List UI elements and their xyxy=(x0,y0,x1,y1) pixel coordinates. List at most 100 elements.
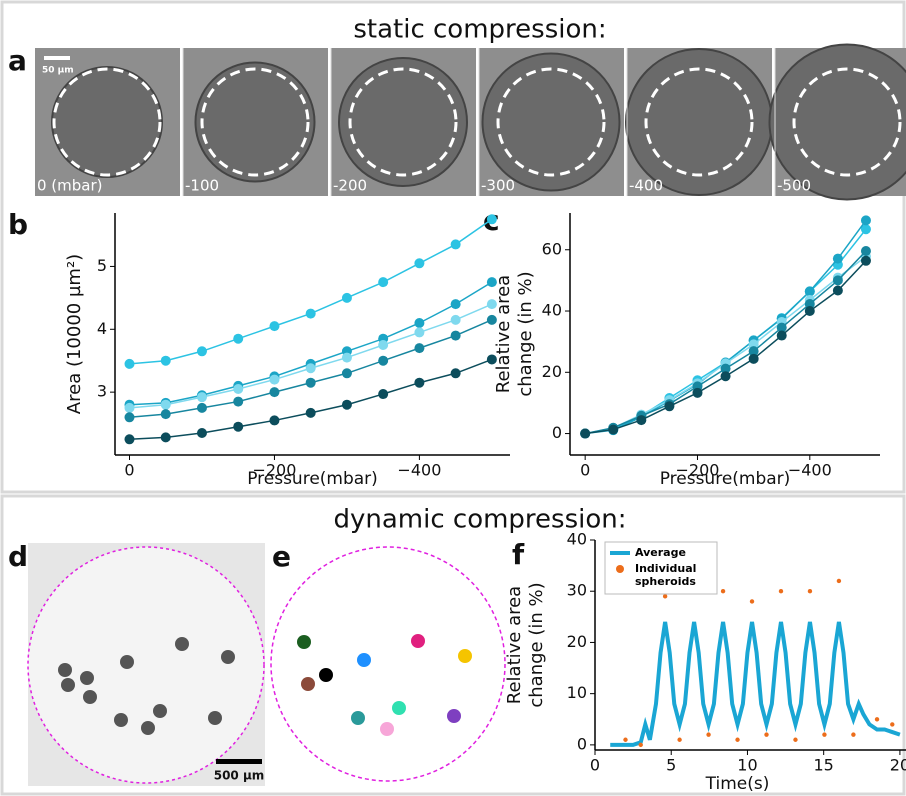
marker xyxy=(486,214,497,225)
marker xyxy=(160,432,171,443)
marker xyxy=(341,352,352,363)
marker xyxy=(608,424,619,435)
series-line xyxy=(585,260,867,435)
frame-label: 0 (mbar) xyxy=(37,177,103,195)
marker xyxy=(636,415,647,426)
dynamic-frame xyxy=(0,494,906,796)
marker xyxy=(860,215,871,226)
marker xyxy=(233,384,244,394)
marker xyxy=(196,392,207,403)
scale-label: 50 µm xyxy=(42,66,74,76)
y-tick-label: 3 xyxy=(97,382,107,401)
marker xyxy=(341,399,352,410)
marker xyxy=(450,330,461,341)
marker xyxy=(414,327,425,338)
marker xyxy=(836,578,842,584)
x-tick-label: −400 xyxy=(788,461,832,480)
panel-label: a xyxy=(8,44,27,77)
outline xyxy=(348,67,458,177)
legend-label: Individual spheroids xyxy=(635,562,697,588)
x-tick-label: 10 xyxy=(737,756,757,775)
marker xyxy=(748,353,759,364)
segmented-spheroid xyxy=(447,709,461,723)
marker xyxy=(832,275,843,286)
marker xyxy=(874,717,880,722)
scale-bar xyxy=(216,759,262,764)
spheroid xyxy=(51,66,163,178)
marker xyxy=(414,343,425,354)
outline xyxy=(496,67,606,177)
marker xyxy=(269,387,280,398)
series-line xyxy=(585,255,867,435)
y-axis-label: Area (10000 µm²) xyxy=(64,254,85,414)
spheroid xyxy=(141,721,155,735)
marker xyxy=(124,402,135,413)
marker xyxy=(860,255,871,266)
y-tick-label: 40 xyxy=(542,301,562,320)
legend-entry: Average xyxy=(635,546,686,559)
marker xyxy=(414,318,425,328)
marker xyxy=(804,286,815,297)
marker xyxy=(860,245,871,256)
spheroid xyxy=(481,52,621,192)
marker xyxy=(341,368,352,379)
y-axis-label: Relative area xyxy=(504,586,525,704)
marker xyxy=(720,371,731,382)
marker xyxy=(486,314,497,325)
marker xyxy=(124,358,135,369)
spheroid xyxy=(114,713,128,727)
marker xyxy=(832,253,843,264)
panel-label: b xyxy=(8,208,28,241)
segmented-spheroid xyxy=(297,635,311,649)
marker xyxy=(196,402,207,413)
series-line xyxy=(610,621,901,747)
marker xyxy=(776,330,787,341)
marker xyxy=(160,355,171,366)
legend-entry: Individual spheroids xyxy=(635,562,697,588)
marker xyxy=(269,415,280,426)
x-axis-label: Pressure(mbar) xyxy=(660,469,791,489)
marker xyxy=(764,732,769,737)
spheroid xyxy=(221,650,235,664)
spheroid xyxy=(208,711,222,725)
marker xyxy=(804,298,815,309)
marker xyxy=(378,355,389,366)
legend-swatch xyxy=(616,565,624,573)
segmented-spheroid xyxy=(301,677,315,691)
spheroid xyxy=(120,655,134,669)
marker xyxy=(692,387,703,398)
marker xyxy=(450,368,461,379)
section-title: dynamic compression: xyxy=(333,505,626,535)
y-axis-label: change (in %) xyxy=(526,582,547,707)
spheroid xyxy=(194,61,316,183)
y-tick-label: 60 xyxy=(542,239,562,258)
segmented-spheroid xyxy=(357,653,371,667)
marker xyxy=(341,292,352,303)
scale-label: 500 µm xyxy=(214,769,265,783)
outline xyxy=(644,67,754,177)
outline xyxy=(52,67,162,177)
x-tick-label: 5 xyxy=(666,756,676,775)
outline xyxy=(200,67,310,177)
marker xyxy=(124,412,135,423)
marker xyxy=(860,224,871,235)
segmented-spheroid xyxy=(380,722,394,736)
marker xyxy=(160,409,171,420)
frame-label: -100 xyxy=(185,177,219,195)
marker xyxy=(196,346,207,357)
marker xyxy=(890,722,895,727)
marker xyxy=(486,299,497,310)
panel-label: e xyxy=(272,540,291,573)
marker xyxy=(822,732,827,737)
y-tick-label: 5 xyxy=(97,256,107,275)
marker xyxy=(378,389,389,400)
marker xyxy=(414,258,425,269)
x-tick-label: −400 xyxy=(397,461,441,480)
x-tick-label: 0 xyxy=(590,756,600,775)
spheroid xyxy=(338,57,468,187)
panel-label: d xyxy=(8,540,28,573)
marker xyxy=(677,737,682,742)
frame-label: -500 xyxy=(777,177,811,195)
